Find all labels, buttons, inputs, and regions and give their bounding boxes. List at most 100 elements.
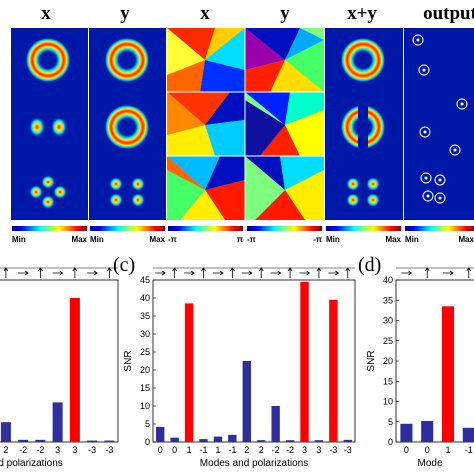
ring-mode [341, 38, 385, 82]
arrow-horizontal-icon [299, 270, 311, 276]
x-tick-label: 2 [259, 445, 264, 455]
arrow-vertical-icon [258, 267, 264, 278]
y-tick-label: 40 [140, 293, 150, 303]
arrow-vertical-icon [424, 267, 430, 278]
header-y-intensity: y [120, 3, 130, 24]
bar-chart-left: 22-2-233-3-3and polarizations [0, 267, 119, 469]
x-axis-label: Mode [417, 458, 442, 469]
lobe [29, 185, 43, 199]
polarization-arrows [0, 267, 118, 278]
bar [242, 361, 251, 442]
bar [184, 303, 194, 442]
y-tick-label: 10 [383, 397, 393, 407]
colorbar-x [12, 226, 87, 231]
output-spot [412, 34, 424, 46]
header-x-intensity: x [41, 3, 51, 24]
header-x-phase: x [200, 3, 210, 24]
colorbar-y-min: Min [90, 235, 104, 244]
x-tick-label: -2 [272, 445, 280, 455]
y-tick-label: 10 [140, 401, 150, 411]
header-y-phase: y [280, 3, 290, 24]
bar [300, 281, 309, 442]
y-tick-label: 20 [140, 365, 150, 375]
arrow-horizontal-icon [270, 270, 282, 276]
colorbar-x-phase [168, 226, 243, 231]
arrow-vertical-icon [316, 267, 322, 278]
y-tick-label: 15 [383, 376, 393, 386]
colorbar-x-plus-y-max: Max [385, 235, 401, 244]
phase-maps [167, 28, 324, 220]
x-tick-label: -3 [88, 445, 96, 455]
output-spot [456, 98, 468, 110]
x-tick-label: -3 [105, 445, 113, 455]
bar [271, 406, 280, 442]
colorbar-x-min: Min [12, 235, 26, 244]
output-spot [418, 64, 430, 76]
lobe [366, 193, 380, 207]
output-spot [434, 174, 446, 186]
colorbar-x-phase-min: -π [168, 235, 177, 244]
bar [18, 439, 29, 442]
bar [343, 439, 352, 442]
y-tick-label: 5 [145, 419, 150, 429]
ring-mode [105, 38, 149, 82]
lobe [51, 117, 67, 137]
ring-mode [105, 105, 149, 149]
y-tick-label: 35 [140, 311, 150, 321]
colorbar-output-max: Max [458, 235, 474, 244]
plot-frame [395, 279, 474, 443]
colorbar-x-phase-max: π [237, 235, 243, 244]
colorbar-x-plus-y-min: Min [326, 235, 340, 244]
arrow-vertical-icon [201, 267, 206, 278]
colorbar-y [90, 226, 165, 231]
arrow-horizontal-icon [184, 270, 195, 276]
bar [87, 440, 98, 442]
lobe [346, 177, 360, 191]
x-axis-label: and polarizations [0, 458, 63, 469]
arrow-vertical-icon [230, 267, 235, 278]
arrow-vertical-icon [72, 267, 78, 278]
header-output: output [423, 3, 474, 24]
bar [156, 426, 165, 442]
plot-frame [152, 279, 356, 443]
bar [228, 434, 237, 442]
bar [199, 439, 208, 442]
arrow-horizontal-icon [328, 270, 340, 276]
intensity-map-x-plus-y [325, 28, 403, 220]
arrow-vertical-icon [172, 267, 177, 278]
y-axis-label: SNR [366, 350, 377, 371]
arrow-horizontal-icon [18, 270, 29, 276]
lobe [109, 193, 123, 207]
x-axis-label: Modes and polarizations [200, 458, 308, 469]
arrow-vertical-icon [345, 267, 351, 278]
x-tick-label: 1 [215, 445, 220, 455]
y-tick-label: 0 [145, 437, 150, 447]
colorbar-output [405, 226, 474, 231]
lobe [131, 193, 145, 207]
colorbar-y-phase [247, 226, 322, 231]
arrow-vertical-icon [38, 267, 43, 278]
output-spot [449, 144, 461, 156]
intensity-map-y [89, 28, 166, 220]
y-tick-label: 20 [383, 356, 393, 366]
x-tick-label: 0 [404, 445, 409, 455]
output-spot [420, 172, 432, 184]
x-tick-label: -2 [286, 445, 294, 455]
x-tick-label: -3 [329, 445, 337, 455]
colorbar-x-max: Max [71, 235, 87, 244]
lobe [29, 117, 45, 137]
arrow-horizontal-icon [212, 270, 224, 276]
lobe [346, 193, 360, 207]
x-tick-label: 3 [316, 445, 321, 455]
bar [421, 420, 434, 442]
y-tick-label: 25 [383, 336, 393, 346]
output-spot [434, 192, 446, 204]
bar [35, 439, 46, 442]
header-x-plus-y: x+y [347, 3, 377, 24]
column-headers: x y x y x+y output [41, 3, 474, 24]
arrow-horizontal-icon [87, 270, 98, 276]
y-tick-label: 30 [140, 329, 150, 339]
x-tick-label: 3 [72, 445, 77, 455]
